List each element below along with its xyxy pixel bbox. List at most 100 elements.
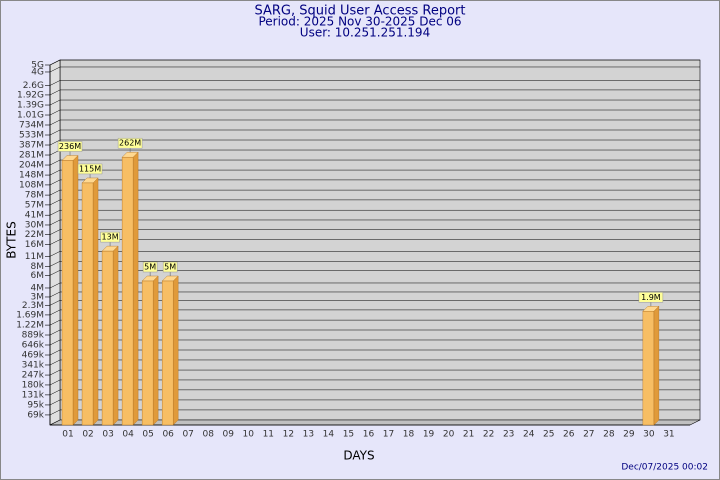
bar	[81, 182, 94, 426]
grid-line	[49, 379, 61, 386]
bar	[61, 160, 74, 426]
y-tick-label: 16M	[25, 240, 44, 250]
x-tick-label: 07	[182, 430, 193, 440]
grid-line	[49, 282, 61, 289]
grid-line	[49, 359, 61, 366]
grid-line	[49, 270, 61, 276]
x-tick-label: 31	[663, 430, 674, 440]
grid-line	[49, 349, 61, 356]
grid-line	[49, 309, 61, 316]
grid-line	[49, 199, 61, 206]
grid-line	[49, 169, 61, 176]
x-tick-label: 16	[363, 430, 375, 440]
x-tick-label: 09	[223, 430, 235, 440]
y-tick-label: 11M	[25, 252, 44, 262]
y-tick-label: 1.92G	[17, 90, 44, 100]
data-label-box	[117, 137, 143, 149]
data-label-box	[100, 231, 120, 243]
subtitle: Period: 2025 Nov 30-2025 Dec 06	[258, 15, 461, 29]
grid-line	[49, 399, 61, 406]
x-tick-label: 26	[563, 430, 575, 440]
bar	[141, 280, 154, 426]
x-tick-label: 20	[443, 430, 455, 440]
x-axis-label: DAYS	[343, 449, 374, 463]
data-label-box	[162, 261, 178, 273]
grid-line	[49, 229, 61, 235]
y-tick-label: 1.01G	[17, 111, 44, 121]
y-tick-label: 341k	[22, 360, 45, 370]
x-tick-label: 23	[503, 430, 514, 440]
x-tick-label: 30	[643, 430, 655, 440]
y-tick-label: 30M	[25, 220, 44, 230]
grid-line	[49, 129, 61, 136]
x-tick-label: 25	[543, 430, 554, 440]
data-label: 13M	[102, 233, 119, 242]
y-tick-label: 131k	[22, 390, 45, 400]
grid-line	[49, 219, 61, 226]
x-tick-label: 22	[483, 430, 494, 440]
x-tick-label: 08	[202, 430, 214, 440]
data-label: 236M	[59, 142, 81, 151]
grid-line	[49, 59, 61, 66]
grid-line	[49, 209, 61, 216]
bar-side	[653, 305, 660, 426]
grid-line	[49, 239, 61, 245]
bar-side	[172, 275, 179, 426]
y-tick-label: 4G	[31, 67, 44, 77]
y-tick-label: 2.6G	[23, 81, 44, 91]
bar	[642, 311, 655, 426]
grid-line	[49, 159, 61, 166]
y-tick-label: 4M	[31, 283, 45, 293]
subtitle: User: 10.251.251.194	[300, 26, 430, 40]
y-tick-label: 204M	[19, 161, 44, 171]
x-tick-label: 10	[243, 430, 255, 440]
y-tick-label: 2.3M	[22, 301, 44, 311]
y-tick-label: 95k	[27, 400, 44, 410]
y-tick-label: 247k	[22, 371, 45, 381]
x-tick-label: 01	[62, 430, 73, 440]
data-label: 5M	[164, 263, 176, 272]
x-tick-label: 03	[102, 430, 113, 440]
bar-side	[92, 177, 99, 426]
grid-line	[49, 179, 61, 186]
y-axis-label: BYTES	[5, 221, 19, 258]
data-label: 5M	[144, 263, 156, 272]
data-label: 115M	[79, 164, 101, 173]
grid-line	[49, 329, 61, 336]
y-tick-label: 180k	[22, 380, 45, 390]
x-tick-label: 18	[403, 430, 415, 440]
y-tick-label: 281M	[19, 151, 44, 161]
grid-line	[49, 261, 61, 267]
bar-side	[112, 245, 119, 426]
y-tick-label: 533M	[19, 131, 44, 141]
grid-line	[49, 189, 61, 196]
y-tick-label: 387M	[19, 141, 44, 151]
data-label: 1.9M	[641, 293, 661, 302]
grid-line	[49, 66, 61, 73]
bar-side	[152, 275, 159, 426]
grid-line	[49, 119, 61, 126]
grid-line	[49, 291, 61, 298]
data-label: 262M	[119, 139, 141, 148]
x-tick-label: 02	[82, 430, 93, 440]
x-tick-label: 05	[142, 430, 153, 440]
y-tick-label: 1.22M	[16, 321, 44, 331]
y-tick-label: 889k	[22, 331, 45, 341]
grid-line	[49, 300, 61, 306]
x-tick-label: 11	[263, 430, 274, 440]
side-wall	[49, 59, 61, 426]
grid-line	[49, 109, 61, 116]
data-label-box	[77, 163, 103, 175]
y-tick-label: 1.69M	[16, 310, 44, 320]
grid-line	[49, 369, 61, 376]
x-tick-label: 29	[623, 430, 635, 440]
y-tick-label: 69k	[27, 410, 44, 420]
grid-line	[49, 251, 61, 257]
bar	[101, 250, 114, 426]
grid-line	[49, 319, 61, 326]
x-tick-label: 14	[323, 430, 335, 440]
x-tick-label: 12	[283, 430, 294, 440]
x-tick-label: 13	[303, 430, 314, 440]
grid-line	[49, 139, 61, 146]
x-tick-label: 15	[343, 430, 354, 440]
